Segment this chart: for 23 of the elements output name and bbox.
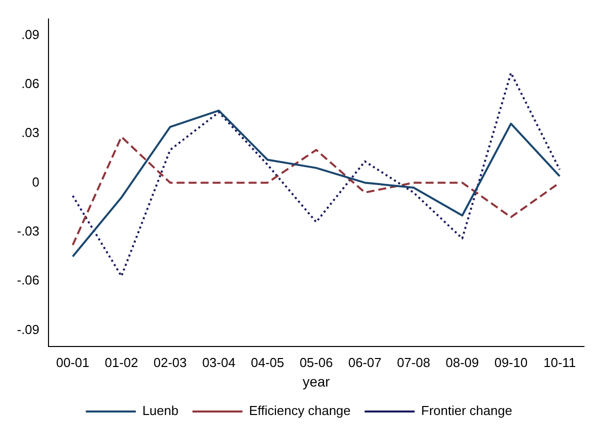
x-tick-label: 03-04 bbox=[202, 354, 236, 370]
y-tick-label: .06 bbox=[21, 76, 40, 91]
x-tick-label: 02-03 bbox=[154, 354, 187, 370]
x-tick-label: 09-10 bbox=[494, 354, 528, 370]
y-tick-label: .03 bbox=[21, 125, 40, 140]
y-tick-label: 0 bbox=[32, 174, 40, 190]
x-tick-label: 05-06 bbox=[300, 354, 333, 370]
x-tick-label: 00-01 bbox=[56, 354, 90, 370]
y-tick-label: .09 bbox=[21, 26, 40, 42]
x-tick-label: 10-11 bbox=[544, 354, 576, 370]
x-tick-label: 04-05 bbox=[250, 354, 284, 370]
y-tick-label: -.03 bbox=[16, 223, 40, 238]
y-tick-label: -.09 bbox=[16, 322, 40, 337]
x-tick-label: 07-08 bbox=[396, 354, 430, 370]
legend-label: Efficiency change bbox=[248, 403, 351, 418]
y-tick-label: -.06 bbox=[16, 272, 40, 288]
x-axis-title: year bbox=[302, 373, 330, 390]
x-tick-label: 01-02 bbox=[104, 354, 138, 370]
legend-label: Frontier change bbox=[421, 403, 512, 418]
line-series bbox=[72, 72, 561, 278]
x-tick-label: 08-09 bbox=[446, 354, 479, 370]
legend-label: Luenb bbox=[142, 403, 178, 418]
x-tick-label: 06-07 bbox=[348, 354, 382, 370]
